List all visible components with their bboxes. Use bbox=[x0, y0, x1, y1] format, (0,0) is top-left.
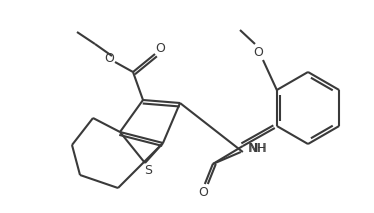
Text: O: O bbox=[155, 43, 165, 56]
Text: O: O bbox=[253, 46, 263, 59]
Text: NH: NH bbox=[248, 141, 267, 154]
Text: NH: NH bbox=[249, 142, 267, 155]
Text: S: S bbox=[144, 164, 152, 177]
Text: O: O bbox=[104, 52, 114, 66]
Text: O: O bbox=[198, 186, 208, 199]
